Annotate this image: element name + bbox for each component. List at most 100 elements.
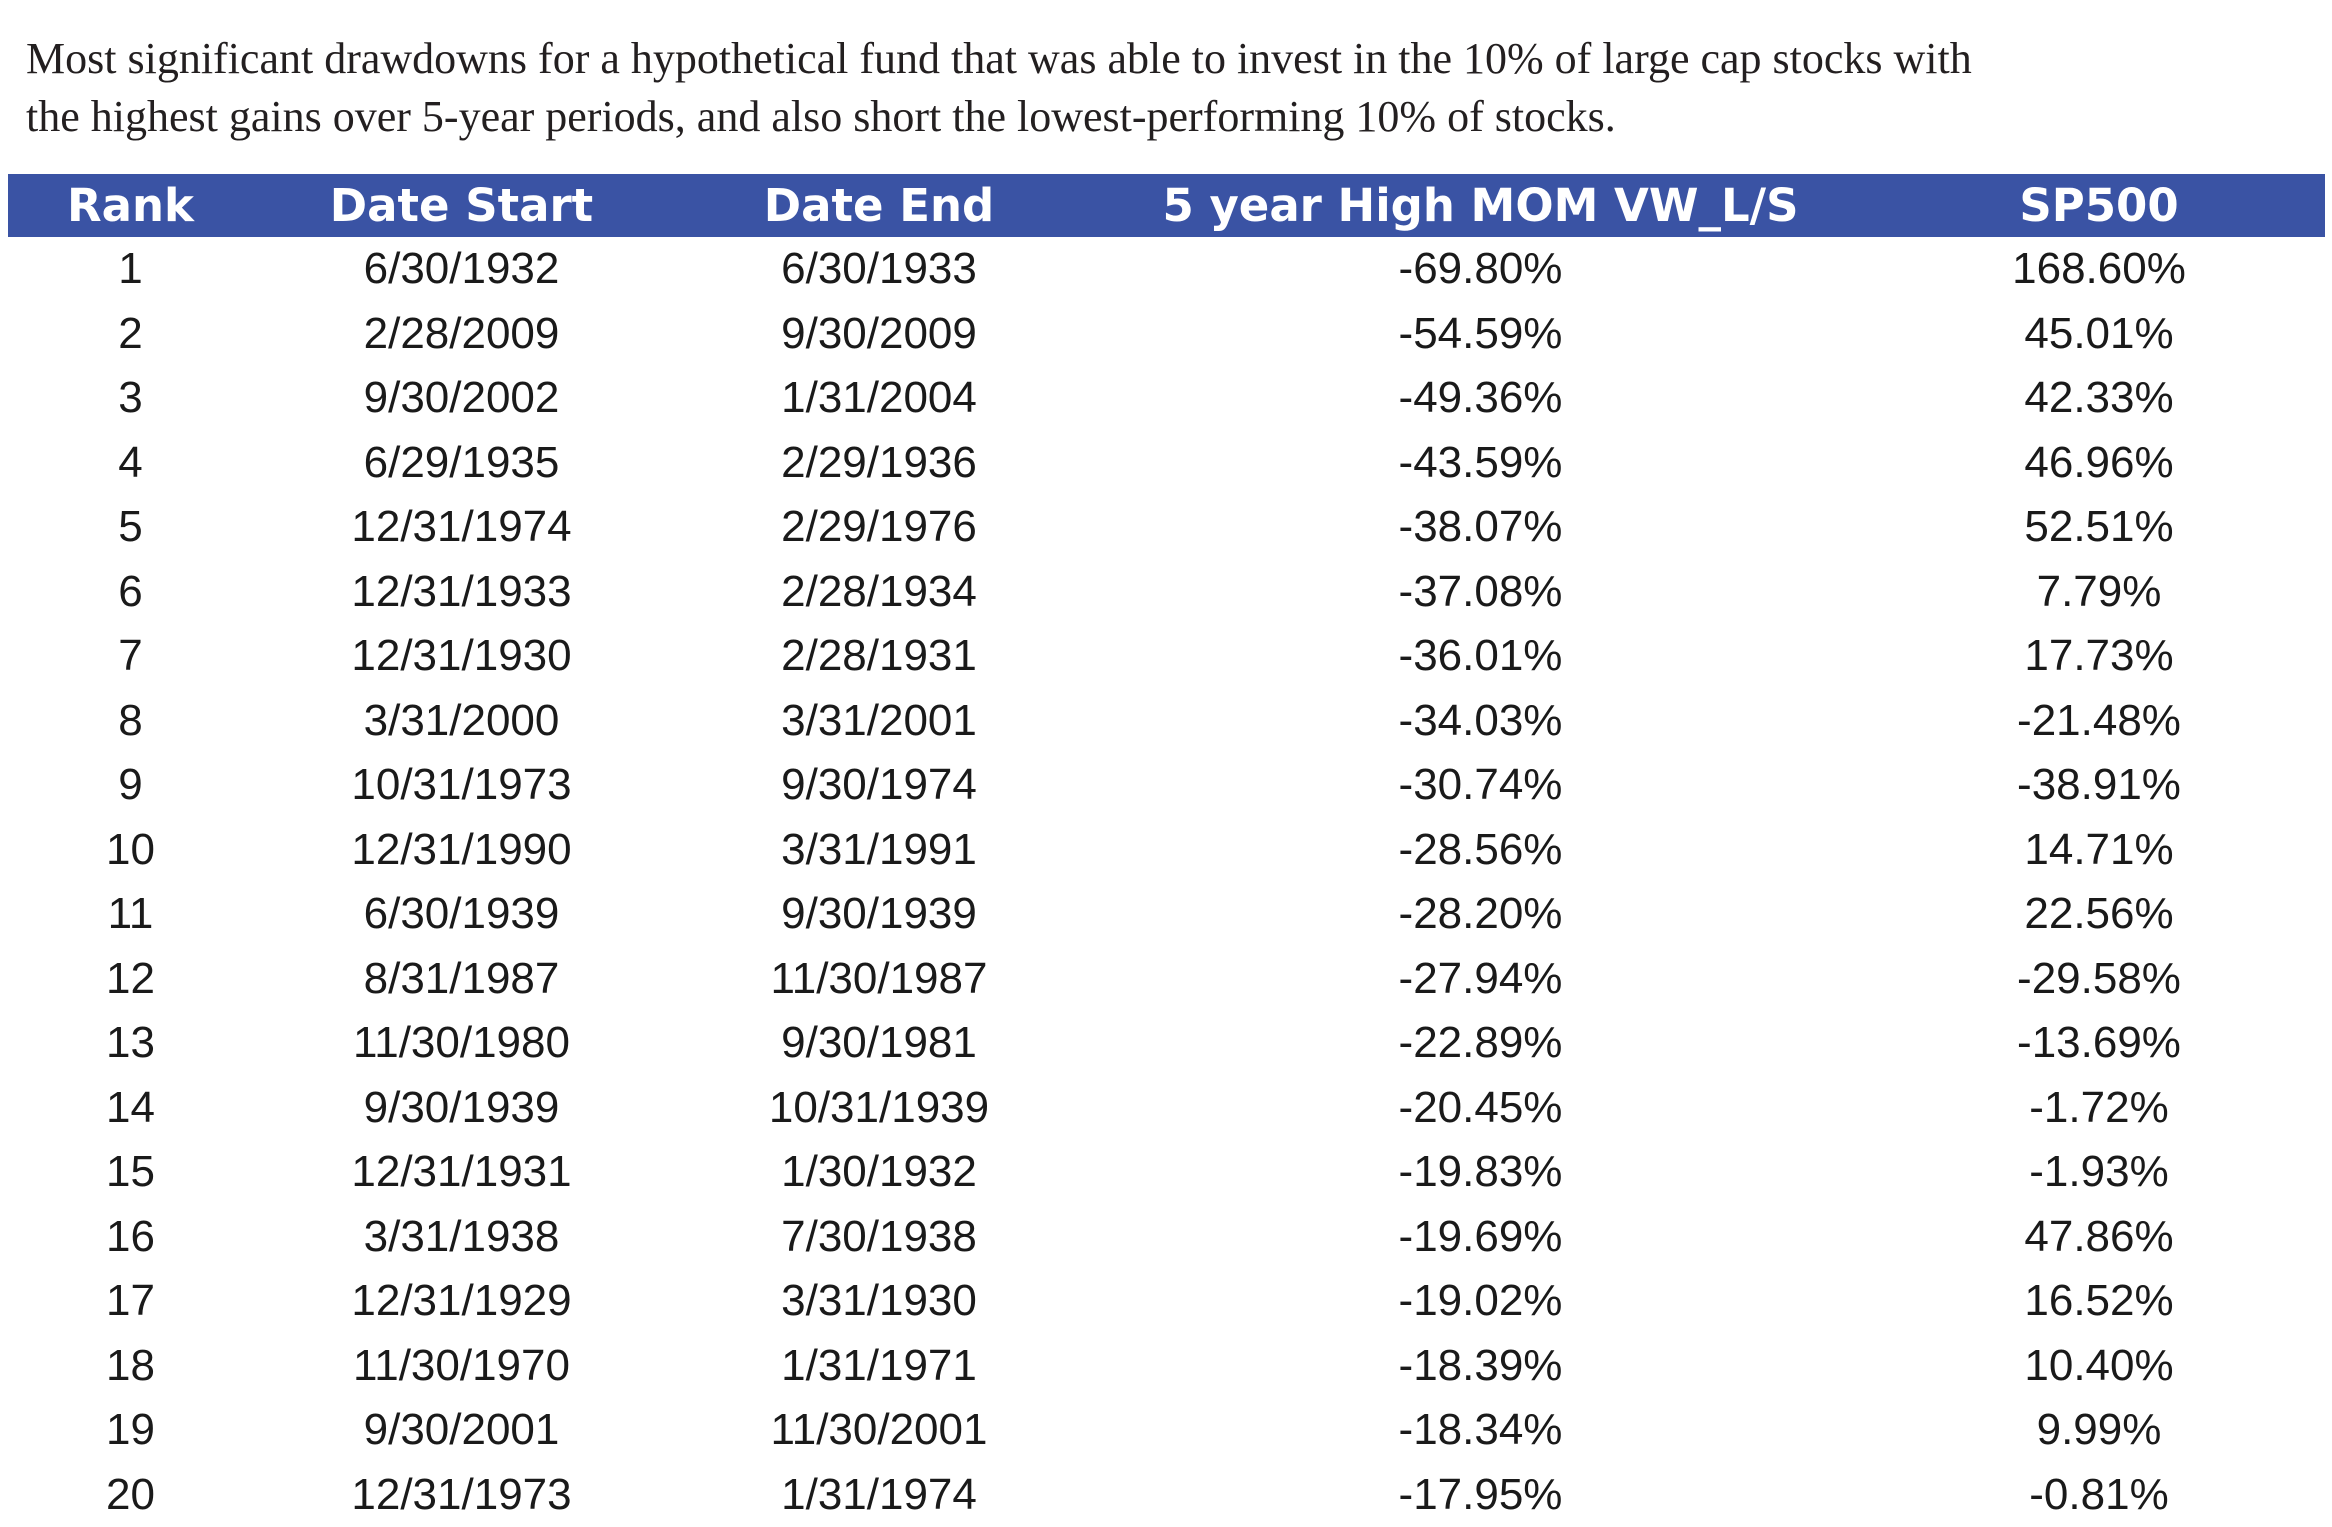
mom-return-cell: -43.59%	[1088, 431, 1873, 496]
header-5yr-high-mom: 5 year High MOM VW_L/S	[1088, 174, 1873, 237]
mom-return-cell: -37.08%	[1088, 560, 1873, 625]
rank-cell: 5	[8, 495, 253, 560]
date-end-cell: 3/31/1930	[670, 1269, 1088, 1334]
drawdowns-table: Rank Date Start Date End 5 year High MOM…	[8, 174, 2325, 1527]
sp500-return-cell: 17.73%	[1873, 624, 2325, 689]
sp500-return-cell: -0.81%	[1873, 1463, 2325, 1527]
header-date-end: Date End	[670, 174, 1088, 237]
mom-return-cell: -49.36%	[1088, 366, 1873, 431]
date-start-cell: 12/31/1933	[253, 560, 670, 625]
sp500-return-cell: 22.56%	[1873, 882, 2325, 947]
sp500-return-cell: -1.93%	[1873, 1140, 2325, 1205]
sp500-return-cell: 46.96%	[1873, 431, 2325, 496]
date-start-cell: 9/30/2001	[253, 1398, 670, 1463]
header-row: Rank Date Start Date End 5 year High MOM…	[8, 174, 2325, 237]
date-start-cell: 3/31/2000	[253, 689, 670, 754]
date-start-cell: 11/30/1980	[253, 1011, 670, 1076]
rank-cell: 18	[8, 1334, 253, 1399]
date-end-cell: 1/30/1932	[670, 1140, 1088, 1205]
mom-return-cell: -28.56%	[1088, 818, 1873, 883]
date-start-cell: 6/29/1935	[253, 431, 670, 496]
date-end-cell: 1/31/1974	[670, 1463, 1088, 1527]
date-start-cell: 10/31/1973	[253, 753, 670, 818]
table-caption: Most significant drawdowns for a hypothe…	[26, 30, 2306, 146]
mom-return-cell: -28.20%	[1088, 882, 1873, 947]
table-header: Rank Date Start Date End 5 year High MOM…	[8, 174, 2325, 237]
date-start-cell: 12/31/1930	[253, 624, 670, 689]
caption-line-2: the highest gains over 5-year periods, a…	[26, 88, 2306, 146]
date-end-cell: 2/28/1934	[670, 560, 1088, 625]
mom-return-cell: -69.80%	[1088, 237, 1873, 302]
date-start-cell: 3/31/1938	[253, 1205, 670, 1270]
sp500-return-cell: 45.01%	[1873, 302, 2325, 367]
mom-return-cell: -38.07%	[1088, 495, 1873, 560]
date-end-cell: 9/30/2009	[670, 302, 1088, 367]
mom-return-cell: -34.03%	[1088, 689, 1873, 754]
date-start-cell: 12/31/1990	[253, 818, 670, 883]
rank-cell: 10	[8, 818, 253, 883]
drawdowns-table-container: Rank Date Start Date End 5 year High MOM…	[8, 174, 2325, 1527]
sp500-return-cell: 16.52%	[1873, 1269, 2325, 1334]
caption-line-1: Most significant drawdowns for a hypothe…	[26, 30, 2306, 88]
header-date-start: Date Start	[253, 174, 670, 237]
date-start-cell: 9/30/1939	[253, 1076, 670, 1141]
date-end-cell: 11/30/2001	[670, 1398, 1088, 1463]
sp500-return-cell: 7.79%	[1873, 560, 2325, 625]
date-end-cell: 2/28/1931	[670, 624, 1088, 689]
date-start-cell: 12/31/1974	[253, 495, 670, 560]
header-sp500: SP500	[1873, 174, 2325, 237]
mom-return-cell: -30.74%	[1088, 753, 1873, 818]
rank-cell: 20	[8, 1463, 253, 1527]
date-end-cell: 9/30/1939	[670, 882, 1088, 947]
rank-cell: 13	[8, 1011, 253, 1076]
date-start-cell: 12/31/1973	[253, 1463, 670, 1527]
date-end-cell: 11/30/1987	[670, 947, 1088, 1012]
mom-return-cell: -27.94%	[1088, 947, 1873, 1012]
rank-cell: 4	[8, 431, 253, 496]
date-end-cell: 3/31/2001	[670, 689, 1088, 754]
mom-return-cell: -19.83%	[1088, 1140, 1873, 1205]
rank-cell: 1	[8, 237, 253, 302]
rank-cell: 19	[8, 1398, 253, 1463]
date-end-cell: 10/31/1939	[670, 1076, 1088, 1141]
mom-return-cell: -18.39%	[1088, 1334, 1873, 1399]
rank-cell: 2	[8, 302, 253, 367]
rank-cell: 11	[8, 882, 253, 947]
mom-return-cell: -19.69%	[1088, 1205, 1873, 1270]
date-start-cell: 8/31/1987	[253, 947, 670, 1012]
rank-cell: 7	[8, 624, 253, 689]
date-start-cell: 11/30/1970	[253, 1334, 670, 1399]
rank-cell: 9	[8, 753, 253, 818]
date-start-cell: 12/31/1929	[253, 1269, 670, 1334]
sp500-return-cell: 168.60%	[1873, 237, 2325, 302]
sp500-return-cell: -13.69%	[1873, 1011, 2325, 1076]
sp500-return-cell: -29.58%	[1873, 947, 2325, 1012]
sp500-return-cell: -21.48%	[1873, 689, 2325, 754]
rank-cell: 16	[8, 1205, 253, 1270]
date-end-cell: 1/31/2004	[670, 366, 1088, 431]
mom-return-cell: -36.01%	[1088, 624, 1873, 689]
date-end-cell: 9/30/1981	[670, 1011, 1088, 1076]
date-start-cell: 6/30/1932	[253, 237, 670, 302]
mom-return-cell: -20.45%	[1088, 1076, 1873, 1141]
sp500-return-cell: 42.33%	[1873, 366, 2325, 431]
mom-return-cell: -22.89%	[1088, 1011, 1873, 1076]
sp500-return-cell: -38.91%	[1873, 753, 2325, 818]
date-start-cell: 2/28/2009	[253, 302, 670, 367]
